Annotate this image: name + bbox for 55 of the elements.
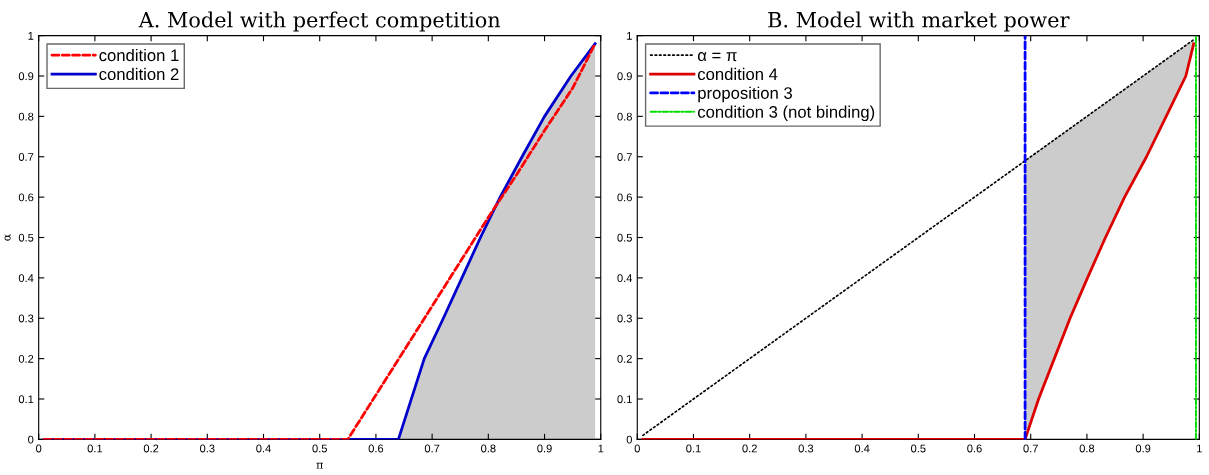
- legend-label: proposition 3: [698, 86, 792, 103]
- x-tick-label: 0.8: [481, 444, 496, 453]
- x-tick-label: 0.7: [424, 444, 440, 453]
- x-tick-label: 0.1: [87, 444, 103, 453]
- x-tick-label: 0: [36, 444, 42, 453]
- y-tick-label: 0.3: [617, 314, 632, 323]
- x-tick-label: 0.3: [200, 444, 215, 453]
- x-tick-label: 0.7: [1023, 444, 1038, 453]
- y-tick-label: 0: [28, 435, 34, 444]
- line-series: [42, 42, 597, 440]
- y-tick-label: 0.7: [18, 153, 34, 161]
- x-tick-label: 0.4: [256, 444, 271, 453]
- y-axis-title: α: [4, 234, 11, 241]
- y-tick-label: 0.4: [617, 274, 633, 283]
- y-tick-label: 0.5: [617, 233, 632, 242]
- y-tick-label: 0.7: [617, 153, 632, 161]
- x-tick-label: 0.2: [742, 444, 757, 453]
- y-tick-label: 1: [28, 32, 34, 40]
- y-tick-label: 0.3: [18, 314, 34, 323]
- x-tick-label: 0: [634, 444, 640, 453]
- y-tick-label: 0.6: [18, 193, 34, 202]
- y-tick-label: 0.5: [18, 233, 34, 242]
- y-tick-label: 0.8: [18, 112, 34, 121]
- legend-label: α = π: [697, 52, 737, 62]
- x-tick-label: 0.9: [537, 444, 552, 453]
- y-tick-label: 0.2: [18, 354, 34, 363]
- y-tick-label: 0.2: [617, 354, 632, 363]
- y-tick-label: 1: [627, 32, 632, 40]
- x-tick-label: 0.6: [967, 444, 982, 453]
- x-tick-label: 0.5: [312, 444, 327, 453]
- y-tick-label: 0.4: [18, 274, 34, 283]
- x-tick-label: 0.2: [143, 444, 159, 453]
- x-tick-label: 0.9: [1135, 444, 1151, 453]
- legend-label: condition 1: [99, 48, 179, 62]
- y-tick-label: 0: [626, 435, 632, 444]
- y-tick-label: 0.1: [18, 395, 34, 404]
- chart-title: A. Model with perfect competition: [138, 11, 501, 32]
- legend-label: condition 4: [697, 67, 778, 81]
- y-tick-label: 0.9: [18, 72, 34, 81]
- legend-label: condition 3 (not binding): [697, 105, 875, 122]
- x-tick-label: 0.3: [798, 444, 814, 453]
- x-tick-label: 1: [1197, 444, 1202, 453]
- y-tick-label: 0.9: [617, 72, 632, 81]
- x-tick-label: 1: [598, 444, 604, 453]
- y-tick-label: 0.8: [617, 112, 632, 121]
- y-tick-label: 0.1: [617, 395, 632, 404]
- x-tick-label: 0.6: [368, 444, 384, 453]
- x-tick-label: 0.1: [686, 444, 701, 453]
- legend-label: condition 2: [99, 67, 179, 81]
- x-axis-title: π: [316, 462, 323, 469]
- y-tick-label: 0.6: [617, 193, 632, 202]
- x-tick-label: 0.8: [1079, 444, 1095, 453]
- x-tick-label: 0.4: [854, 444, 870, 453]
- x-tick-label: 0.5: [911, 444, 926, 453]
- chart-title: B. Model with market power: [768, 11, 1070, 32]
